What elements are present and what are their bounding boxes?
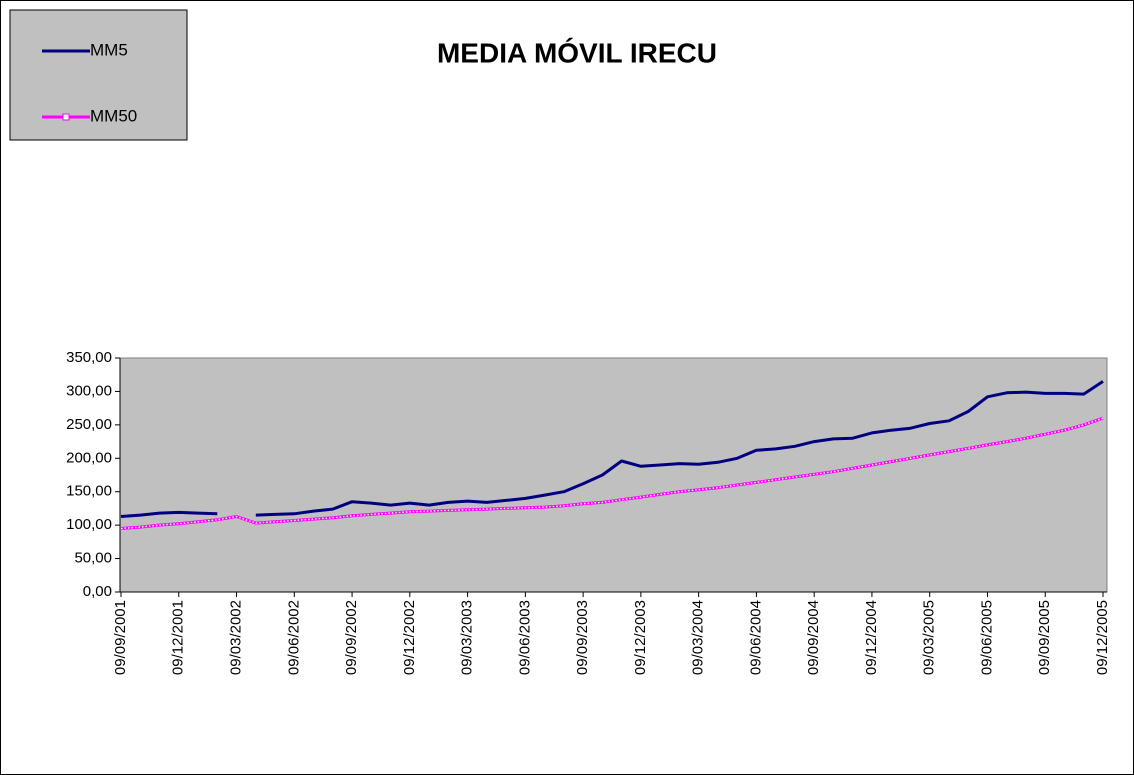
legend-label: MM50 xyxy=(90,106,137,125)
y-tick-label: 50,00 xyxy=(74,550,112,567)
x-tick-label: 09/12/2005 xyxy=(1094,600,1111,675)
x-tick-label: 09/06/2002 xyxy=(285,600,302,675)
chart-title: MEDIA MÓVIL IRECU xyxy=(437,37,717,68)
y-tick-label: 100,00 xyxy=(66,516,112,533)
x-tick-label: 09/09/2003 xyxy=(574,600,591,675)
x-tick-label: 09/06/2003 xyxy=(516,600,533,675)
x-tick-label: 09/12/2003 xyxy=(632,600,649,675)
series-line xyxy=(120,510,218,518)
x-tick-label: 09/09/2004 xyxy=(805,600,822,675)
y-tick-label: 200,00 xyxy=(66,449,112,466)
x-tick-label: 09/06/2005 xyxy=(978,600,995,675)
x-tick-label: 09/03/2003 xyxy=(459,600,476,675)
x-tick-label: 09/03/2002 xyxy=(227,600,244,675)
y-tick-label: 350,00 xyxy=(66,349,112,366)
x-tick-label: 09/06/2004 xyxy=(747,600,764,675)
series-line-dots xyxy=(120,417,1104,530)
x-tick-label: 09/09/2001 xyxy=(112,600,129,675)
plot-area xyxy=(119,357,1108,593)
y-tick-label: 150,00 xyxy=(66,483,112,500)
y-tick-label: 300,00 xyxy=(66,382,112,399)
x-tick-label: 09/09/2002 xyxy=(343,600,360,675)
x-tick-label: 09/09/2005 xyxy=(1036,600,1053,675)
series-line xyxy=(255,380,1104,517)
legend-box xyxy=(9,9,188,141)
x-tick-label: 09/12/2004 xyxy=(863,600,880,675)
y-tick-label: 250,00 xyxy=(66,416,112,433)
legend-marker xyxy=(62,113,70,121)
x-tick-label: 09/03/2005 xyxy=(921,600,938,675)
y-tick-label: 0,00 xyxy=(83,583,112,600)
x-tick-label: 09/03/2004 xyxy=(690,600,707,675)
legend-label: MM5 xyxy=(90,40,128,59)
x-tick-label: 09/12/2002 xyxy=(401,600,418,675)
x-tick-label: 09/12/2001 xyxy=(170,600,187,675)
